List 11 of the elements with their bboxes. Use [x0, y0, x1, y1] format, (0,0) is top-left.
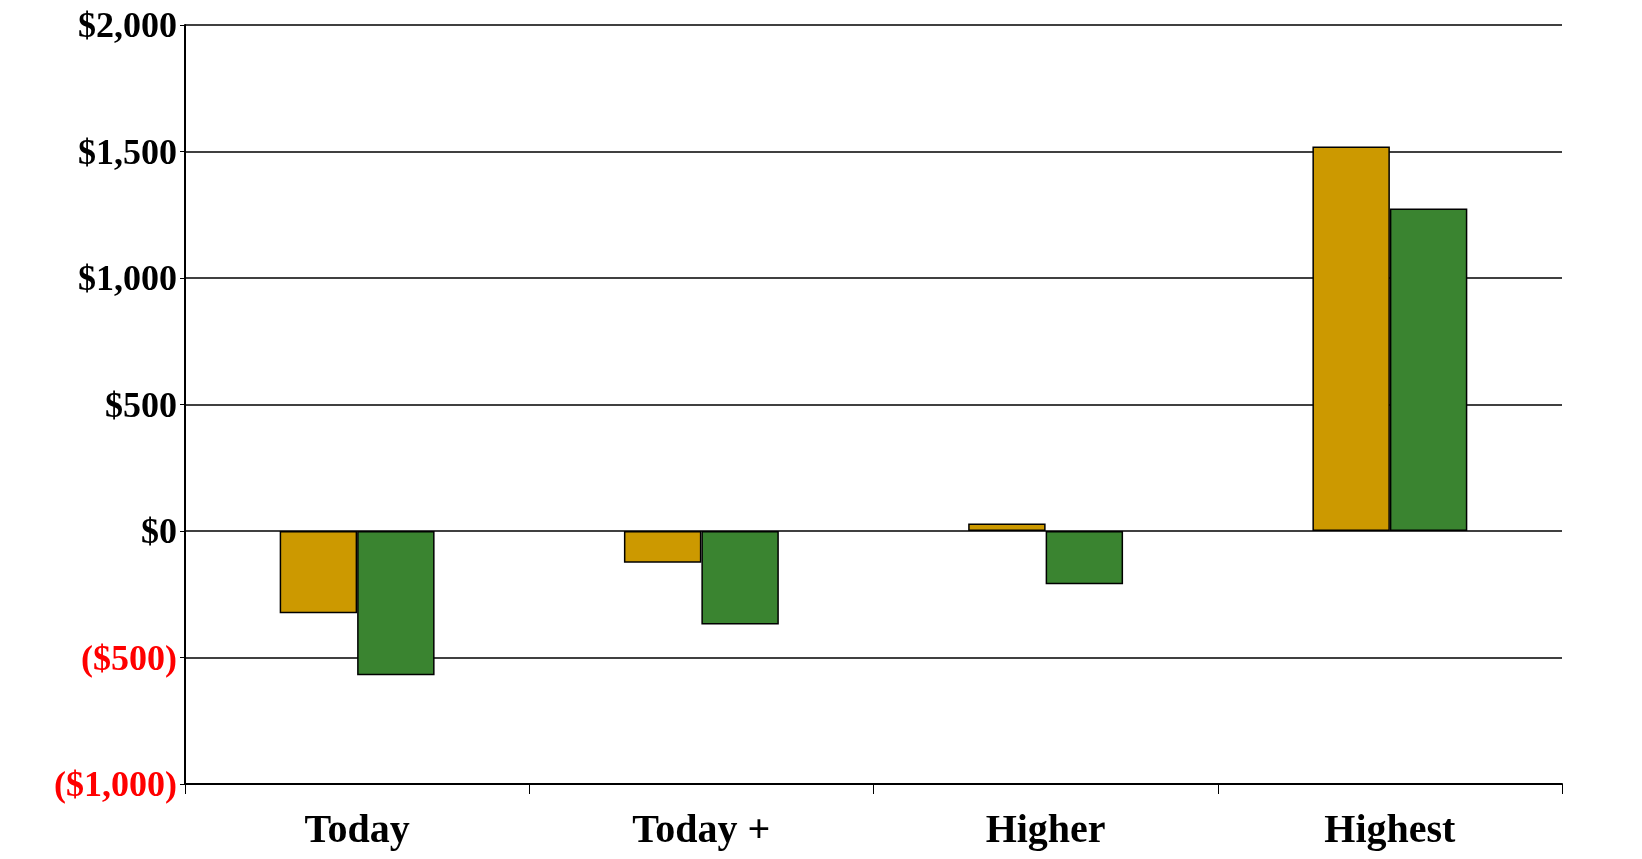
- x-tick-label: Highest: [1324, 805, 1457, 851]
- y-tick-label: $1,000: [78, 258, 177, 298]
- y-tick-label: $0: [141, 511, 177, 551]
- y-tick-label: ($500): [81, 637, 177, 678]
- y-tick-label: $1,500: [78, 131, 177, 172]
- x-tick-label: Today +: [632, 805, 771, 851]
- x-tick-label: Today: [304, 805, 410, 851]
- y-tick-label: ($1,000): [54, 764, 177, 804]
- x-tick-label: Higher: [985, 805, 1106, 851]
- y-tick-label: $2,000: [78, 5, 177, 45]
- y-tick-label: $500: [105, 384, 177, 425]
